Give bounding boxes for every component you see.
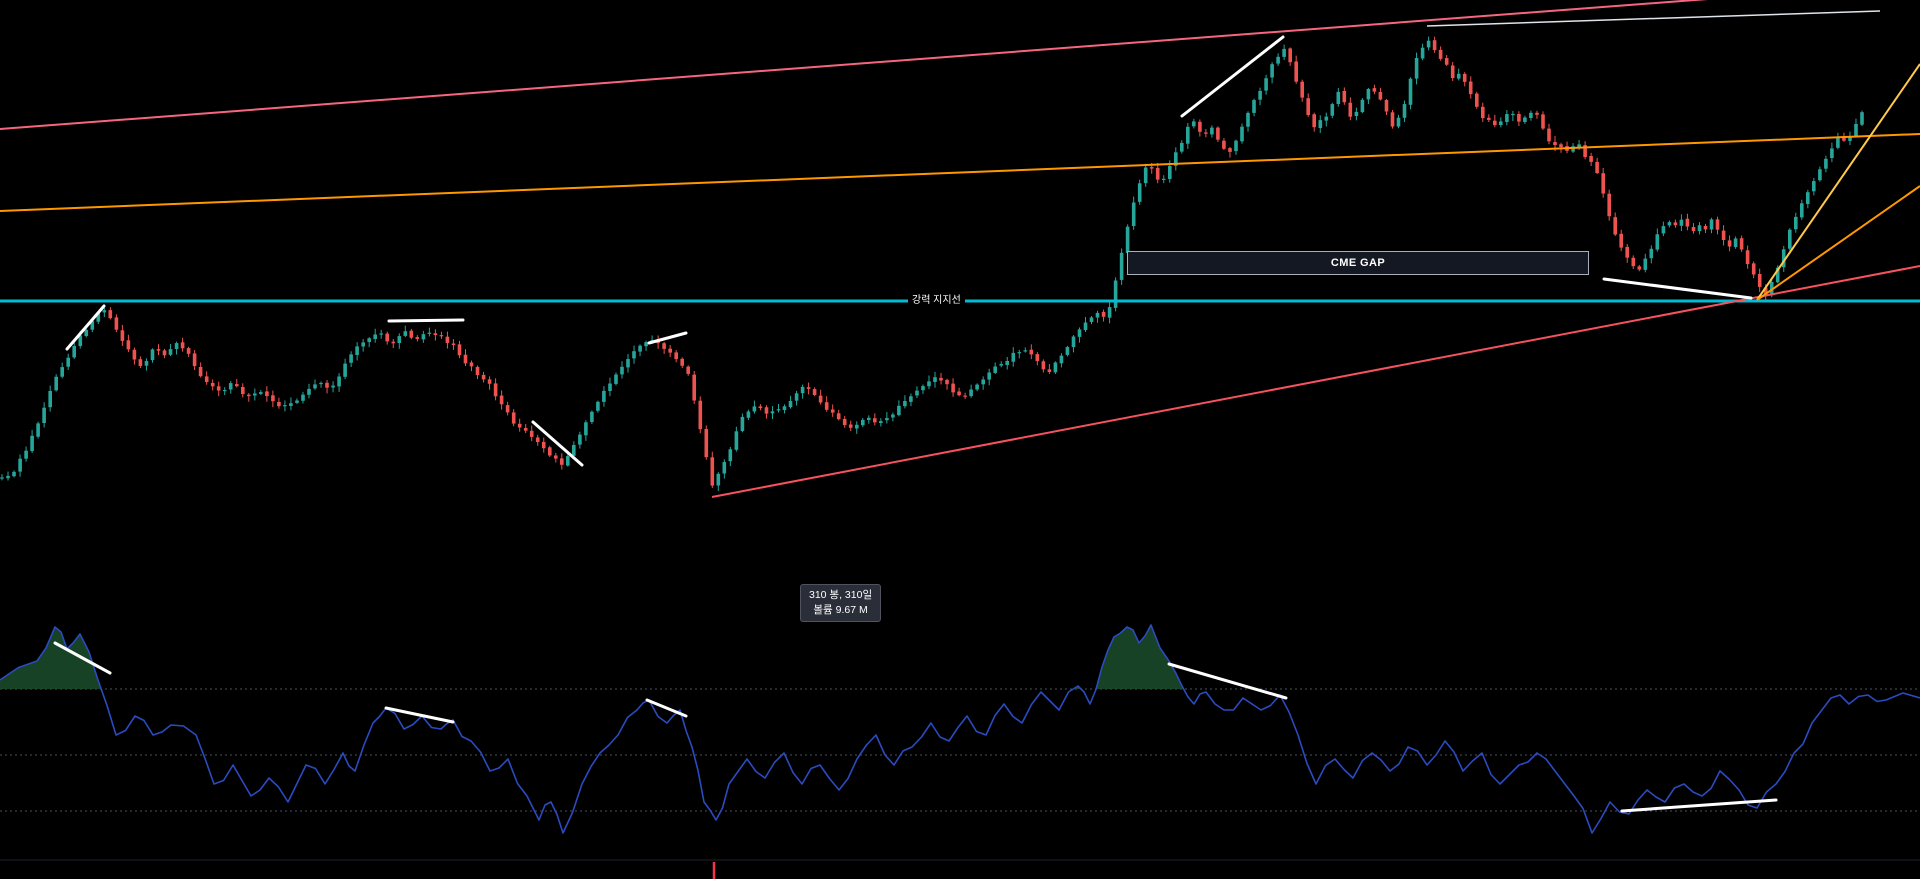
rsi-drawn-segment-4[interactable] (1167, 662, 1288, 700)
trendline-pink-rising-support[interactable] (711, 265, 1920, 498)
rsi-drawn-segment-3[interactable] (645, 698, 688, 718)
trendline-gray-top-line[interactable] (1426, 10, 1881, 27)
rsi-drawn-segment-5[interactable] (1620, 798, 1778, 813)
drawn-segment-2[interactable] (387, 318, 465, 323)
trendline-pink-upper-line[interactable] (0, 0, 1800, 130)
cme-gap-label[interactable]: CME GAP (1127, 251, 1589, 275)
drawn-segments-layer (65, 35, 1753, 467)
rsi-pane (0, 624, 1920, 834)
trendline-yellow-steep-line[interactable] (1756, 63, 1920, 301)
rsi-line[interactable] (0, 624, 1920, 834)
support-line-label[interactable]: 강력 지지선 (908, 294, 965, 307)
drawn-segment-6[interactable] (1602, 277, 1753, 300)
drawn-segment-1[interactable] (65, 304, 106, 351)
drawn-segment-3[interactable] (531, 420, 584, 467)
drawn-segment-4[interactable] (647, 331, 688, 345)
drawn-segment-5[interactable] (1180, 35, 1285, 118)
trendline-orange-channel-line[interactable] (0, 133, 1920, 212)
bottom-pane (0, 859, 1920, 879)
tooltip-bar-count: 310 봉, 310일 (809, 589, 873, 601)
tooltip-volume: 볼륨 9.67 M (813, 604, 868, 616)
trendline-orange-right-line[interactable] (1756, 185, 1920, 301)
rsi-drawn-segment-1[interactable] (53, 641, 112, 675)
rsi-drawn-segment-2[interactable] (384, 706, 455, 724)
trendlines-layer (0, 0, 1920, 498)
bar-info-tooltip: 310 봉, 310일 볼륨 9.67 M (800, 584, 882, 622)
